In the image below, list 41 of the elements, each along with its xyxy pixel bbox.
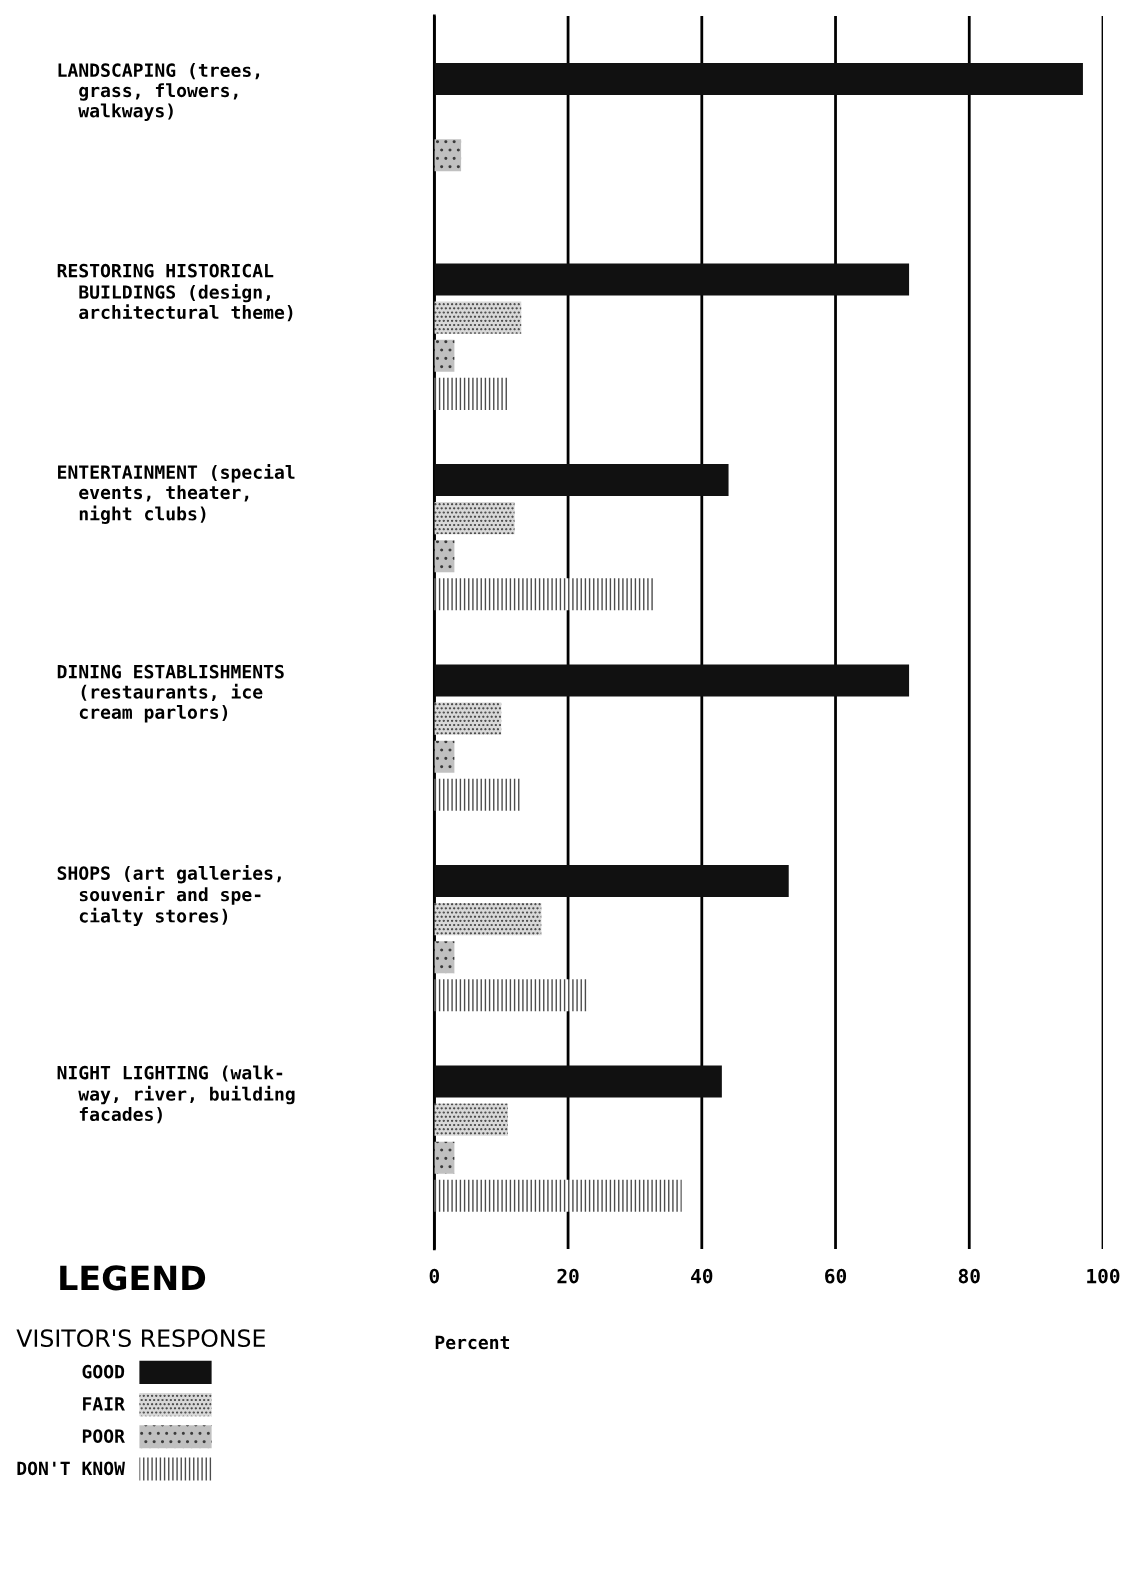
bar [434,1103,508,1136]
y-tick-label: LANDSCAPING (trees, grass, flowers, walkways) [58,63,260,121]
bar [434,63,1083,96]
bar [434,1141,455,1174]
bar [434,464,729,497]
bar [434,664,910,697]
x-tick-label: 80 [958,1268,980,1284]
bar [434,778,522,811]
text: LEGEND [60,1265,206,1291]
x-tick-label: 100 [1087,1268,1120,1284]
legend-title: VISITOR'S RESPONSE [16,1329,265,1348]
bar [434,702,502,735]
bar [434,941,455,974]
bar [434,1179,682,1212]
y-tick-label: NIGHT LIGHTING (walk- way, river, building facades) [57,1065,295,1124]
bar [434,864,789,898]
x-tick-label: 0 [429,1268,440,1284]
x-tick-label: 20 [557,1268,579,1284]
bar [434,740,455,773]
bar [434,263,910,296]
bar [434,301,522,334]
legend-label: POOR [82,1429,125,1443]
bar [434,377,508,410]
bar [434,979,589,1012]
x-axis-title: Percent [435,1335,510,1350]
y-tick-label: SHOPS (art galleries, souvenir and spe- cialty stores) [57,864,281,927]
bar [434,578,655,611]
bar [434,903,542,936]
legend-label: GOOD [82,1364,125,1379]
legend-label: DON'T KNOW [17,1461,125,1476]
y-tick-label: RESTORING HISTORICAL BUILDINGS (design, architectural theme) [57,263,293,322]
bar [434,1065,722,1098]
y-tick-label: DINING ESTABLISHMENTS (restaurants, ice cream parlors) [57,664,284,723]
legend-label: FAIR [83,1397,125,1411]
x-tick-label: 60 [825,1268,847,1284]
y-tick-label: ENTERTAINMENT (special events, theater, night clubs) [58,464,295,524]
bar [434,139,462,172]
bar [434,502,515,535]
bar [434,540,455,573]
bar [434,339,455,372]
x-tick-label: 40 [691,1268,713,1284]
